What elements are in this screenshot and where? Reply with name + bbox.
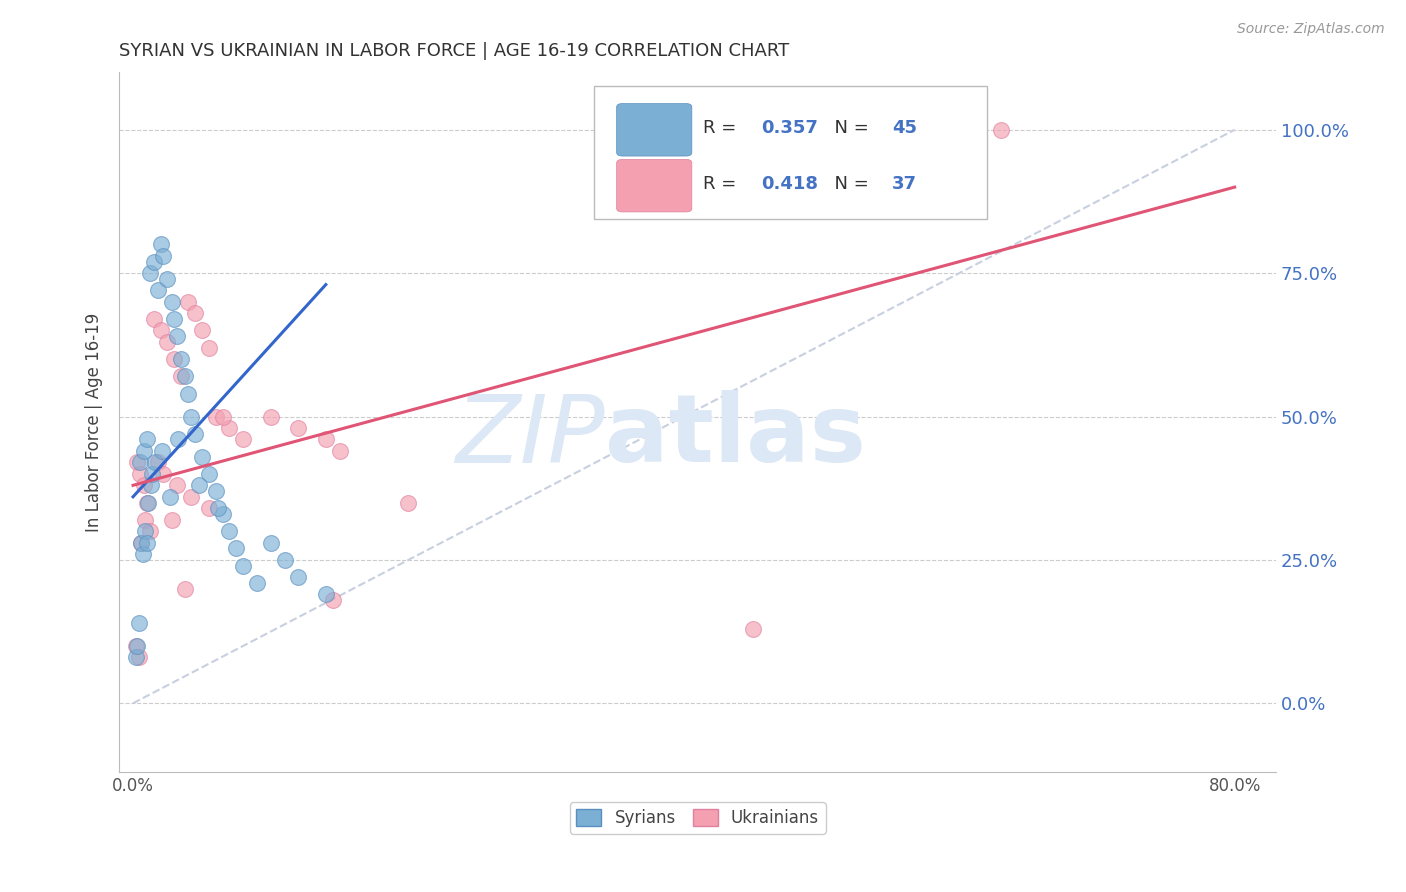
FancyBboxPatch shape	[593, 87, 987, 219]
Point	[232, 558, 254, 573]
Point	[125, 639, 148, 653]
Point	[225, 541, 247, 556]
Point	[152, 249, 174, 263]
Point	[197, 341, 219, 355]
Y-axis label: In Labor Force | Age 16-19: In Labor Force | Age 16-19	[86, 312, 103, 532]
Point	[129, 467, 152, 481]
Point	[167, 433, 190, 447]
Text: ZIP: ZIP	[456, 391, 605, 482]
FancyBboxPatch shape	[617, 160, 692, 212]
Point	[204, 409, 226, 424]
Point	[146, 283, 169, 297]
FancyBboxPatch shape	[617, 103, 692, 156]
Point	[163, 352, 186, 367]
Point	[246, 575, 269, 590]
Point	[315, 587, 337, 601]
Point	[191, 323, 214, 337]
Point	[131, 535, 153, 549]
Point	[315, 433, 337, 447]
Text: R =: R =	[703, 119, 742, 137]
Point	[142, 254, 165, 268]
Point	[218, 421, 240, 435]
Point	[127, 639, 149, 653]
Point	[150, 444, 173, 458]
Point	[134, 513, 156, 527]
Point	[135, 495, 157, 509]
Point	[138, 266, 160, 280]
Text: 0.418: 0.418	[761, 175, 818, 193]
Point	[260, 535, 283, 549]
Text: R =: R =	[703, 175, 742, 193]
Point	[136, 495, 159, 509]
Point	[990, 122, 1012, 136]
Point	[129, 455, 152, 469]
Point	[287, 570, 309, 584]
Point	[134, 524, 156, 539]
Point	[156, 334, 179, 349]
Point	[329, 444, 352, 458]
Point	[170, 352, 193, 367]
Text: N =: N =	[823, 175, 875, 193]
Point	[146, 455, 169, 469]
Point	[174, 369, 197, 384]
Point	[188, 478, 211, 492]
Point	[159, 490, 181, 504]
Legend: Syrians, Ukrainians: Syrians, Ukrainians	[569, 802, 825, 834]
Point	[177, 294, 200, 309]
Point	[191, 450, 214, 464]
Point	[128, 615, 150, 630]
Point	[232, 433, 254, 447]
Point	[174, 582, 197, 596]
Text: 45: 45	[891, 119, 917, 137]
Text: atlas: atlas	[605, 390, 866, 483]
Point	[132, 478, 155, 492]
Point	[152, 467, 174, 481]
Point	[197, 501, 219, 516]
Point	[160, 513, 183, 527]
Point	[149, 323, 172, 337]
Point	[170, 369, 193, 384]
Point	[141, 467, 163, 481]
Point	[260, 409, 283, 424]
Text: SYRIAN VS UKRAINIAN IN LABOR FORCE | AGE 16-19 CORRELATION CHART: SYRIAN VS UKRAINIAN IN LABOR FORCE | AGE…	[120, 42, 790, 60]
Point	[204, 484, 226, 499]
Point	[197, 467, 219, 481]
Point	[138, 524, 160, 539]
Text: N =: N =	[823, 119, 875, 137]
Point	[163, 312, 186, 326]
Point	[180, 409, 202, 424]
Point	[398, 495, 420, 509]
Point	[131, 547, 153, 561]
Point	[135, 433, 157, 447]
Text: 37: 37	[891, 175, 917, 193]
Point	[131, 535, 153, 549]
Point	[177, 386, 200, 401]
Point	[184, 306, 207, 320]
Text: 0.357: 0.357	[761, 119, 818, 137]
Point	[741, 622, 763, 636]
Point	[128, 650, 150, 665]
Point	[273, 553, 295, 567]
Point	[142, 312, 165, 326]
Point	[139, 478, 162, 492]
Point	[149, 237, 172, 252]
Text: Source: ZipAtlas.com: Source: ZipAtlas.com	[1237, 22, 1385, 37]
Point	[218, 524, 240, 539]
Point	[287, 421, 309, 435]
Point	[132, 444, 155, 458]
Point	[211, 507, 233, 521]
Point	[207, 501, 229, 516]
Point	[180, 490, 202, 504]
Point	[166, 478, 188, 492]
Point	[160, 294, 183, 309]
Point	[125, 650, 148, 665]
Point	[184, 426, 207, 441]
Point	[322, 593, 344, 607]
Point	[127, 455, 149, 469]
Point	[166, 329, 188, 343]
Point	[156, 272, 179, 286]
Point	[211, 409, 233, 424]
Point	[143, 455, 166, 469]
Point	[135, 535, 157, 549]
